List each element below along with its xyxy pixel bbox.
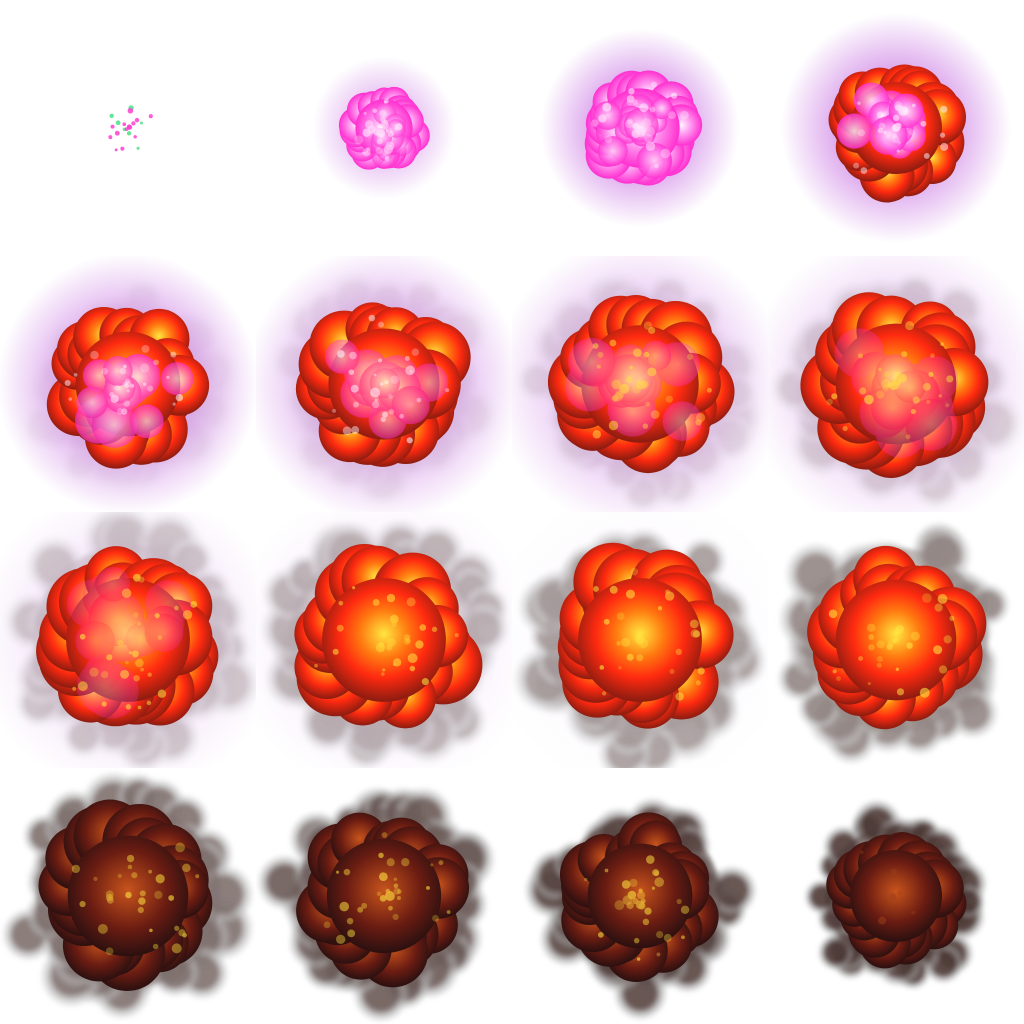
explosion-frame-5 bbox=[0, 256, 256, 512]
flame-flecks bbox=[826, 321, 954, 440]
hot-core bbox=[67, 567, 192, 719]
explosion-frame-4 bbox=[768, 0, 1024, 256]
fireball-body bbox=[294, 543, 483, 729]
explosion-frame-16 bbox=[768, 768, 1024, 1024]
fireball-body bbox=[38, 799, 213, 992]
flame-flecks bbox=[853, 101, 949, 175]
flame-flecks bbox=[354, 98, 403, 162]
flame-flecks bbox=[314, 586, 459, 686]
spark-particles bbox=[108, 105, 153, 152]
explosion-frame-10 bbox=[256, 512, 512, 768]
flame-flecks bbox=[72, 573, 198, 710]
fireball-body bbox=[559, 812, 719, 983]
explosion-frame-7 bbox=[512, 256, 768, 512]
explosion-frame-14 bbox=[256, 768, 512, 1024]
hot-core bbox=[325, 339, 449, 439]
hot-core bbox=[564, 338, 703, 441]
hot-core bbox=[75, 353, 194, 448]
flame-flecks bbox=[860, 850, 916, 925]
flame-flecks bbox=[71, 842, 200, 956]
flame-flecks bbox=[828, 593, 955, 698]
flame-flecks bbox=[584, 855, 690, 961]
flame-flecks bbox=[593, 568, 705, 701]
explosion-frame-12 bbox=[768, 512, 1024, 768]
explosion-frame-2 bbox=[256, 0, 512, 256]
explosion-frame-1 bbox=[0, 0, 256, 256]
flame-flecks bbox=[332, 314, 450, 444]
explosion-frame-15 bbox=[512, 768, 768, 1024]
explosion-frame-6 bbox=[256, 256, 512, 512]
explosion-frame-11 bbox=[512, 512, 768, 768]
explosion-frame-3 bbox=[512, 0, 768, 256]
flame-flecks bbox=[323, 832, 451, 945]
explosion-frame-13 bbox=[0, 768, 256, 1024]
flame-flecks bbox=[591, 81, 689, 169]
flame-flecks bbox=[64, 344, 184, 415]
explosion-frame-8 bbox=[768, 256, 1024, 512]
flame-flecks bbox=[592, 321, 712, 439]
explosion-frame-9 bbox=[0, 512, 256, 768]
fireball-body bbox=[807, 545, 987, 730]
